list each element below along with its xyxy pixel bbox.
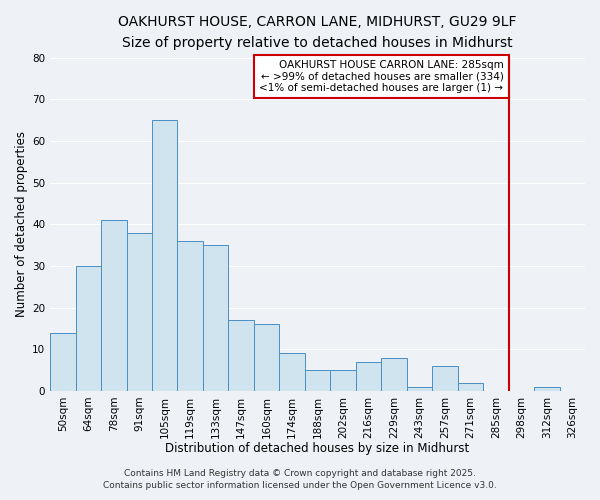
Bar (356, 362, 381, 391)
Text: Contains HM Land Registry data © Crown copyright and database right 2025.
Contai: Contains HM Land Registry data © Crown c… (103, 468, 497, 490)
Bar (127, 232, 152, 391)
Bar (305, 370, 331, 391)
Bar (229, 320, 254, 391)
Bar (331, 370, 356, 391)
Bar (178, 241, 203, 391)
Bar (381, 358, 407, 391)
Bar (458, 382, 483, 391)
Bar (432, 366, 458, 391)
Bar (254, 324, 280, 391)
Bar (280, 354, 305, 391)
X-axis label: Distribution of detached houses by size in Midhurst: Distribution of detached houses by size … (166, 442, 470, 455)
Y-axis label: Number of detached properties: Number of detached properties (15, 132, 28, 318)
Title: OAKHURST HOUSE, CARRON LANE, MIDHURST, GU29 9LF
Size of property relative to det: OAKHURST HOUSE, CARRON LANE, MIDHURST, G… (118, 15, 517, 50)
Bar (407, 386, 432, 391)
Bar (101, 220, 127, 391)
Bar (50, 332, 76, 391)
Bar (203, 245, 229, 391)
Bar (76, 266, 101, 391)
Bar (534, 386, 560, 391)
Bar (152, 120, 178, 391)
Text: OAKHURST HOUSE CARRON LANE: 285sqm
← >99% of detached houses are smaller (334)
<: OAKHURST HOUSE CARRON LANE: 285sqm ← >99… (259, 60, 503, 93)
